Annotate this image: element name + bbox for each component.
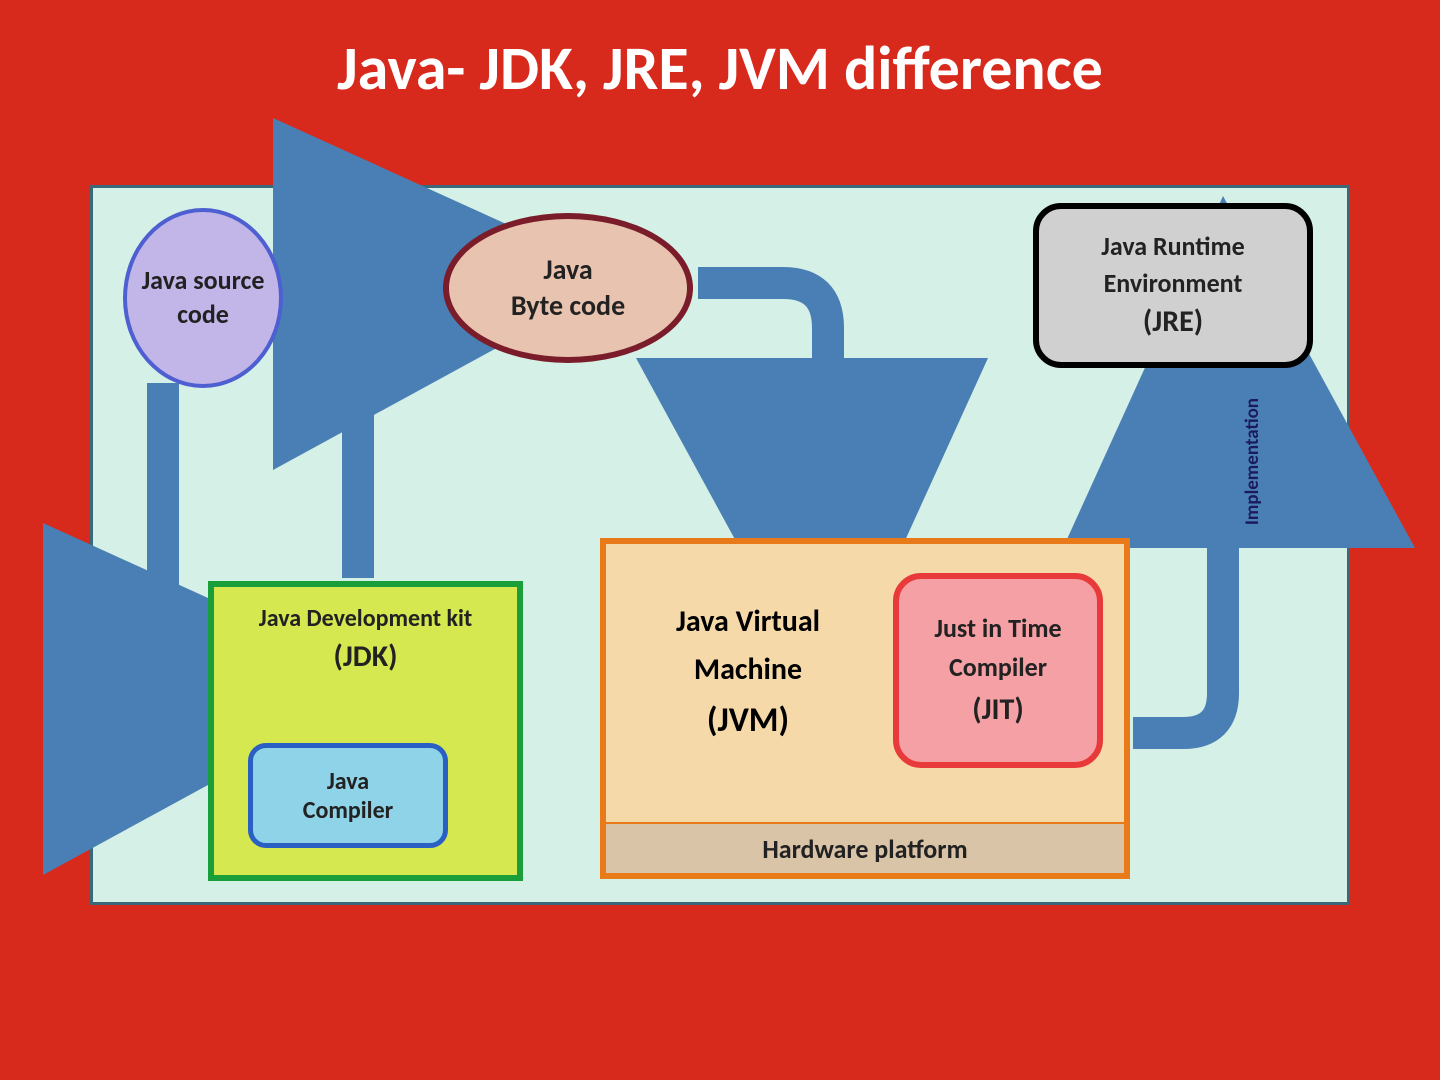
node-jit: Just in Time Compiler (JIT) [893, 573, 1103, 768]
jre-label3: (JRE) [1143, 301, 1203, 343]
byte-code-label2: Byte code [511, 288, 625, 324]
source-code-label: Java source code [127, 264, 279, 332]
slide: Java- JDK, JRE, JVM difference [0, 0, 1440, 1080]
jvm-label1: Java Virtual [676, 598, 820, 646]
node-java-compiler: Java Compiler [248, 743, 448, 848]
node-source-code: Java source code [123, 208, 283, 388]
byte-code-label1: Java [543, 252, 592, 288]
jit-label3: (JIT) [972, 687, 1023, 732]
hardware-label: Hardware platform [762, 833, 967, 865]
jvm-label: Java Virtual Machine (JVM) [623, 568, 873, 778]
node-byte-code: Java Byte code [443, 213, 693, 363]
jit-label2: Compiler [949, 648, 1047, 687]
compiler-label1: Java [327, 767, 369, 796]
diagram: Java source code Java Byte code Java Run… [93, 188, 1347, 902]
jre-label1: Java Runtime [1101, 228, 1244, 264]
node-hardware: Hardware platform [600, 824, 1130, 879]
jvm-label2: Machine [694, 646, 802, 694]
node-jre: Java Runtime Environment (JRE) [1033, 203, 1313, 368]
jdk-label1: Java Development kit [259, 602, 472, 636]
jdk-label2: (JDK) [334, 636, 398, 678]
arrow-bytecode-to-jvm [688, 248, 888, 558]
jit-label1: Just in Time [934, 609, 1061, 648]
jvm-label3: (JVM) [707, 694, 789, 748]
slide-title: Java- JDK, JRE, JVM difference [337, 30, 1103, 106]
implementation-label: Implementation [1241, 398, 1264, 525]
diagram-container: Java source code Java Byte code Java Run… [90, 185, 1350, 905]
jre-label2: Environment [1104, 265, 1243, 301]
compiler-label2: Compiler [303, 796, 393, 825]
